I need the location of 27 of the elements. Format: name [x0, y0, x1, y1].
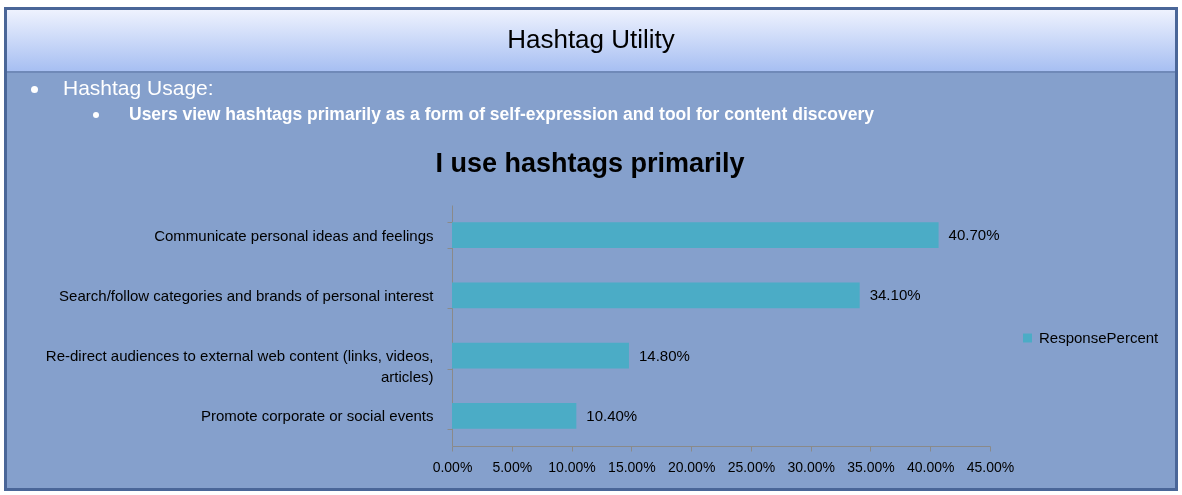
x-tick-label: 35.00%: [847, 458, 895, 475]
bar: [452, 342, 629, 369]
legend-label: ResponsePercent: [1039, 329, 1160, 346]
data-label: 14.80%: [638, 346, 690, 364]
x-tick-label: 40.00%: [906, 458, 955, 475]
bar: [452, 222, 939, 249]
x-tick-label: 15.00%: [608, 458, 656, 475]
data-label: 10.40%: [586, 406, 638, 424]
x-tick-label: 25.00%: [727, 458, 776, 475]
text: Hashtag Usage:: [63, 76, 214, 100]
x-tick-label: 20.00%: [667, 458, 716, 475]
y-tick-label: Promote corporate or social events: [200, 407, 434, 425]
data-label: 34.10%: [869, 286, 921, 304]
bar: [452, 282, 860, 309]
x-tick-label: 0.00%: [432, 458, 473, 475]
y-tick-label: Re-direct audiences to external web content (links, videos, articles): [45, 347, 434, 386]
chart-title: I use hashtags primarily: [435, 148, 745, 178]
text: Users view hashtags primarily as a form of self-expression and tool for content discovery: [129, 104, 874, 125]
x-tick-label: 5.00%: [492, 458, 533, 475]
y-tick-label: Communicate personal ideas and feelings: [154, 226, 434, 244]
x-tick-label: 45.00%: [966, 458, 1015, 475]
text: Hashtag Utility: [507, 24, 675, 54]
y-tick-label: Search/follow categories and brands of personal interest: [59, 286, 435, 304]
x-tick-label: 10.00%: [548, 458, 596, 475]
x-tick-label: 30.00%: [787, 458, 835, 475]
bar: [452, 402, 577, 429]
data-label: 40.70%: [948, 226, 1000, 244]
